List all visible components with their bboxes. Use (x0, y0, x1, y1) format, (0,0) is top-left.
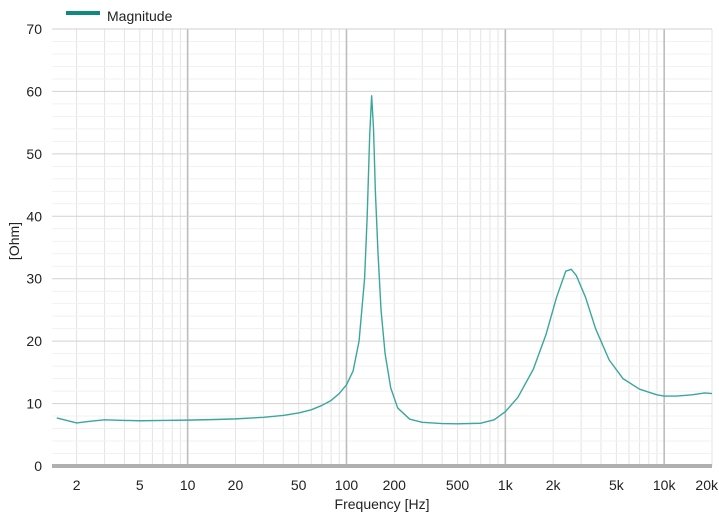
x-tick-label: 20 (228, 477, 244, 493)
legend-label: Magnitude (107, 8, 173, 24)
y-tick-label: 50 (26, 146, 42, 162)
x-tick-label: 10k (653, 477, 677, 493)
series-layer (56, 95, 713, 425)
y-tick-label: 20 (26, 333, 42, 349)
x-tick-label: 500 (446, 477, 470, 493)
legend: Magnitude (66, 8, 173, 24)
series-line-magnitude (56, 95, 713, 425)
y-tick-label: 30 (26, 271, 42, 287)
y-tick-label: 40 (26, 208, 42, 224)
x-tick-label: 5 (136, 477, 144, 493)
x-tick-label: 100 (335, 477, 359, 493)
y-tick-labels: 0 10 20 30 40 50 60 70 (26, 21, 42, 474)
y-tick-label: 60 (26, 83, 42, 99)
y-axis-label: [Ohm] (6, 222, 22, 260)
x-tick-label: 1k (498, 477, 514, 493)
x-tick-label: 5k (609, 477, 625, 493)
x-tick-label: 50 (291, 477, 307, 493)
y-tick-label: 0 (34, 458, 42, 474)
x-tick-label: 10 (180, 477, 196, 493)
x-tick-label: 20k (695, 477, 719, 493)
y-tick-label: 70 (26, 21, 42, 37)
y-tick-label: 10 (26, 396, 42, 412)
minor-gridlines (52, 29, 713, 466)
x-tick-label: 2 (73, 477, 81, 493)
x-tick-label: 200 (383, 477, 407, 493)
x-axis-label: Frequency [Hz] (335, 496, 430, 512)
x-tick-label: 2k (546, 477, 562, 493)
x-tick-labels: 2 5 10 20 50 100 200 500 1k 2k 5k 10k 20k (73, 477, 719, 493)
legend-swatch (66, 11, 100, 15)
